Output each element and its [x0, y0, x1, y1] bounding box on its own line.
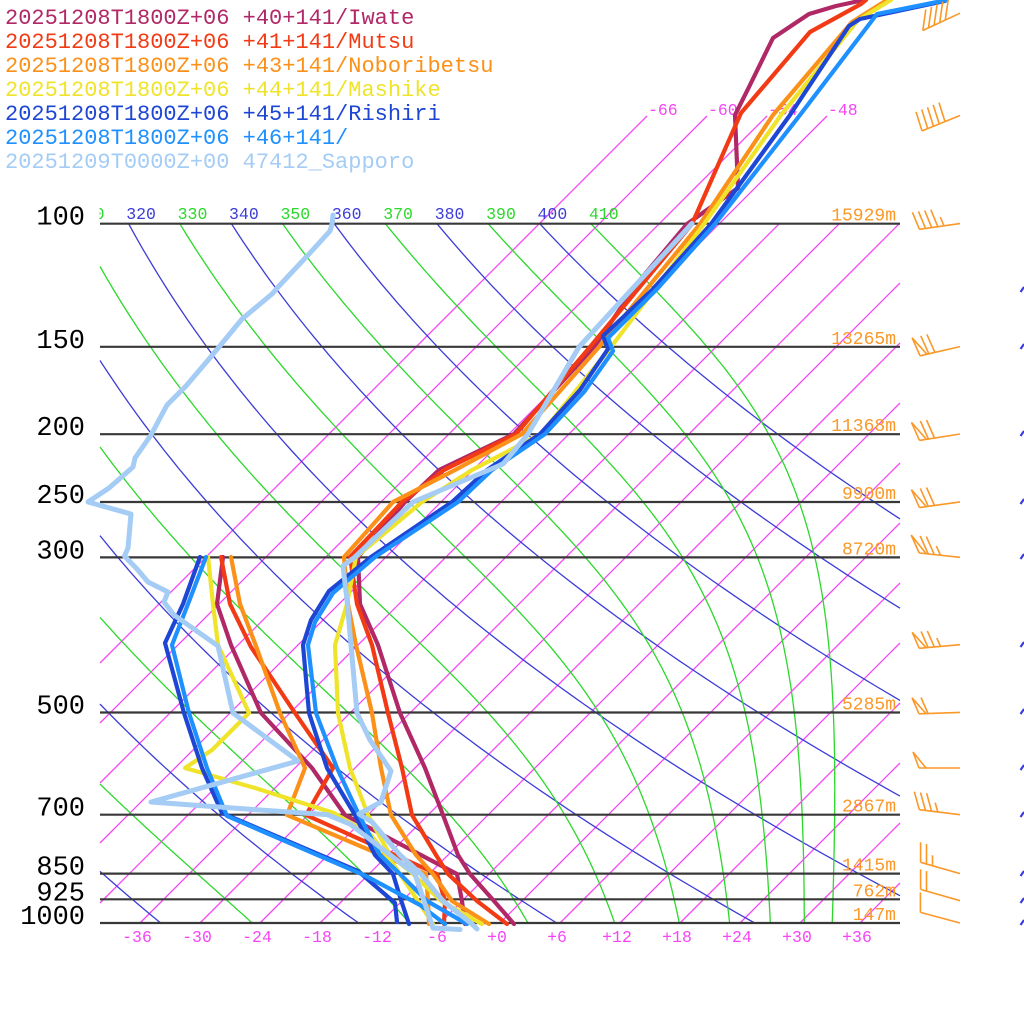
svg-text:1415m: 1415m	[842, 857, 896, 877]
svg-text:-18: -18	[302, 928, 332, 947]
svg-text:-60: -60	[708, 101, 738, 120]
svg-text:5285m: 5285m	[842, 696, 896, 716]
svg-text:-48: -48	[828, 101, 858, 120]
svg-text:410: 410	[589, 205, 619, 224]
svg-text:330: 330	[178, 205, 208, 224]
svg-text:-24: -24	[242, 928, 272, 947]
svg-text:380: 380	[435, 205, 465, 224]
svg-text:400: 400	[538, 205, 568, 224]
svg-text:320: 320	[126, 205, 156, 224]
svg-text:20251208T1800Z+06 +44+141/Mash: 20251208T1800Z+06 +44+141/Mashike	[5, 78, 441, 103]
svg-text:-66: -66	[648, 101, 678, 120]
svg-text:360: 360	[332, 205, 362, 224]
svg-text:150: 150	[36, 327, 85, 357]
svg-text:15929m: 15929m	[831, 207, 896, 227]
svg-text:200: 200	[36, 414, 85, 444]
svg-text:390: 390	[486, 205, 516, 224]
svg-text:762m: 762m	[853, 882, 896, 902]
svg-text:925: 925	[36, 879, 85, 909]
svg-text:20251208T1800Z+06 +41+141/Muts: 20251208T1800Z+06 +41+141/Mutsu	[5, 30, 414, 55]
svg-text:+30: +30	[782, 928, 812, 947]
svg-text:2867m: 2867m	[842, 798, 896, 818]
svg-text:340: 340	[229, 205, 259, 224]
svg-text:500: 500	[36, 693, 85, 723]
svg-text:9900m: 9900m	[842, 485, 896, 505]
svg-text:147m: 147m	[853, 906, 896, 926]
svg-text:20251208T1800Z+06 +46+141/: 20251208T1800Z+06 +46+141/	[5, 126, 348, 151]
svg-text:20251208T1800Z+06 +45+141/Rish: 20251208T1800Z+06 +45+141/Rishiri	[5, 102, 441, 127]
svg-text:+6: +6	[547, 928, 567, 947]
svg-text:-30: -30	[182, 928, 212, 947]
svg-text:1000: 1000	[20, 903, 85, 933]
svg-text:310: 310	[75, 205, 105, 224]
svg-text:11368m: 11368m	[831, 417, 896, 437]
svg-text:+24: +24	[722, 928, 752, 947]
svg-text:-36: -36	[122, 928, 152, 947]
svg-text:350: 350	[280, 205, 310, 224]
svg-text:+18: +18	[662, 928, 692, 947]
svg-text:250: 250	[36, 482, 85, 512]
svg-text:20251208T1800Z+06 +40+141/Iwat: 20251208T1800Z+06 +40+141/Iwate	[5, 6, 414, 31]
svg-text:+36: +36	[842, 928, 872, 947]
svg-text:100: 100	[36, 204, 85, 234]
svg-text:-6: -6	[427, 928, 447, 947]
svg-text:850: 850	[36, 854, 85, 884]
svg-text:+12: +12	[602, 928, 632, 947]
svg-text:370: 370	[383, 205, 413, 224]
svg-text:20251208T1800Z+06 +43+141/Nobo: 20251208T1800Z+06 +43+141/Noboribetsu	[5, 54, 493, 79]
svg-text:700: 700	[36, 795, 85, 825]
svg-text:+0: +0	[487, 928, 507, 947]
svg-text:-12: -12	[362, 928, 392, 947]
svg-text:300: 300	[36, 537, 85, 567]
svg-text:20251209T0000Z+00 47412_Sappor: 20251209T0000Z+00 47412_Sapporo	[5, 150, 414, 175]
svg-text:8720m: 8720m	[842, 540, 896, 560]
svg-text:13265m: 13265m	[831, 330, 896, 350]
